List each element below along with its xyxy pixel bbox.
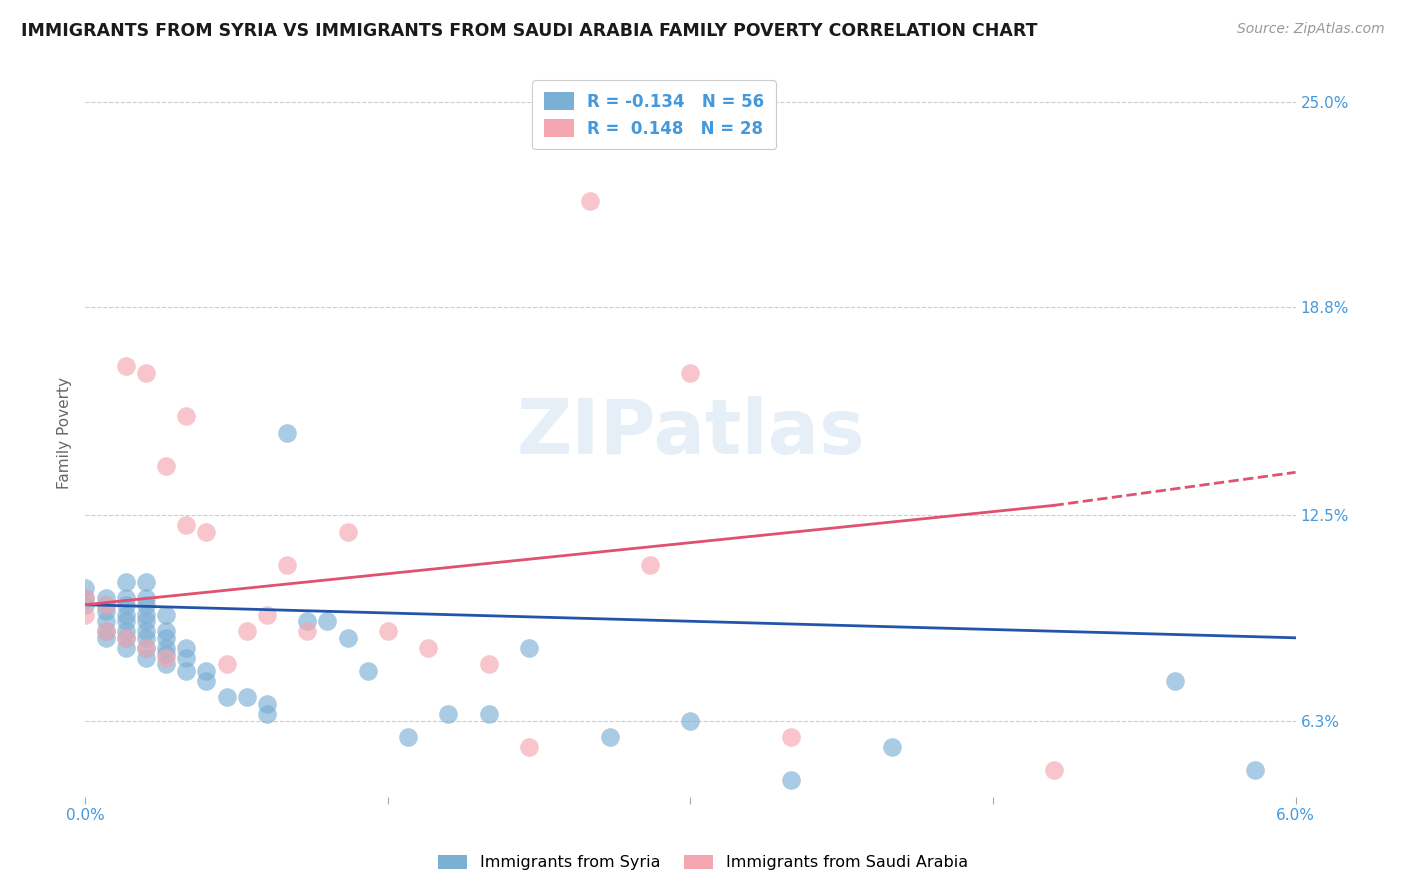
Point [256,706,278,721]
Point [235,690,257,705]
Point [174,409,197,423]
Point [780,730,803,744]
Point [357,664,380,678]
Point [114,359,136,374]
Point [114,631,136,645]
Point [316,614,339,628]
Point [256,697,278,711]
Point [75,581,97,595]
Point [94,614,117,628]
Legend: Immigrants from Syria, Immigrants from Saudi Arabia: Immigrants from Syria, Immigrants from S… [432,848,974,877]
Point [75,591,97,606]
Point [1163,673,1185,688]
Point [377,624,399,639]
Point [155,458,177,473]
Point [1042,763,1064,777]
Point [174,664,197,678]
Point [75,591,97,606]
Point [135,607,157,622]
Point [679,714,702,728]
Point [155,648,177,662]
Point [135,574,157,589]
Legend: R = -0.134   N = 56, R =  0.148   N = 28: R = -0.134 N = 56, R = 0.148 N = 28 [533,80,776,150]
Point [114,574,136,589]
Point [75,598,97,612]
Point [578,194,600,208]
Point [195,524,218,539]
Point [94,604,117,618]
Point [135,640,157,655]
Point [517,640,540,655]
Point [174,640,197,655]
Point [75,607,97,622]
Point [155,640,177,655]
Point [297,614,319,628]
Point [679,366,702,380]
Point [396,730,419,744]
Point [155,624,177,639]
Point [235,624,257,639]
Point [155,631,177,645]
Text: Source: ZipAtlas.com: Source: ZipAtlas.com [1237,22,1385,37]
Point [155,657,177,672]
Point [94,631,117,645]
Point [135,624,157,639]
Point [94,598,117,612]
Point [638,558,661,572]
Point [155,607,177,622]
Point [114,640,136,655]
Point [114,614,136,628]
Y-axis label: Family Poverty: Family Poverty [58,376,72,489]
Point [256,607,278,622]
Point [94,591,117,606]
Point [174,650,197,665]
Point [94,624,117,639]
Text: ZIPatlas: ZIPatlas [516,395,865,469]
Point [135,614,157,628]
Point [94,624,117,639]
Point [114,598,136,612]
Point [276,425,298,440]
Point [780,773,803,788]
Point [882,739,904,754]
Point [215,657,238,672]
Point [599,730,621,744]
Point [155,650,177,665]
Point [135,366,157,380]
Point [276,558,298,572]
Point [135,650,157,665]
Point [418,640,440,655]
Point [437,706,460,721]
Point [94,598,117,612]
Point [195,664,218,678]
Point [114,591,136,606]
Point [174,518,197,533]
Point [135,591,157,606]
Point [478,706,501,721]
Point [215,690,238,705]
Point [114,607,136,622]
Point [135,640,157,655]
Point [135,631,157,645]
Point [478,657,501,672]
Point [517,739,540,754]
Point [195,673,218,688]
Point [1244,763,1267,777]
Point [336,631,359,645]
Point [135,598,157,612]
Point [297,624,319,639]
Point [114,624,136,639]
Point [114,631,136,645]
Text: IMMIGRANTS FROM SYRIA VS IMMIGRANTS FROM SAUDI ARABIA FAMILY POVERTY CORRELATION: IMMIGRANTS FROM SYRIA VS IMMIGRANTS FROM… [21,22,1038,40]
Point [336,524,359,539]
